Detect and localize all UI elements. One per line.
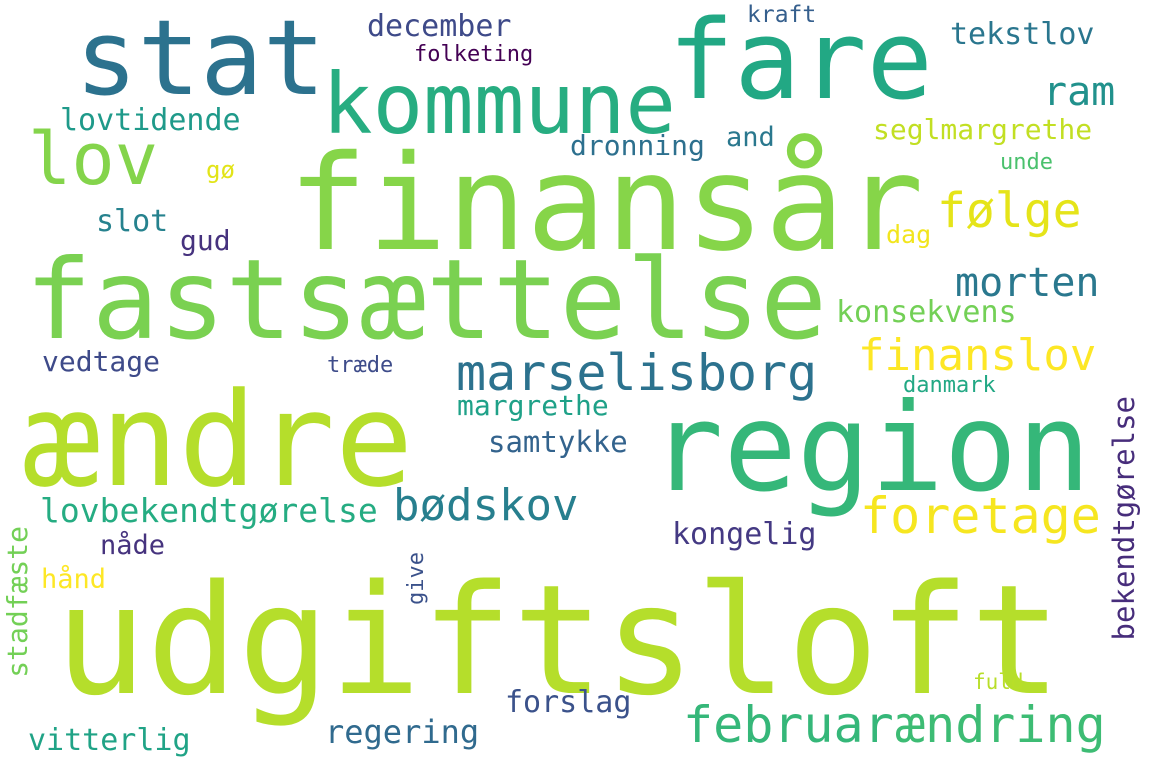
word-fare: fare: [668, 0, 933, 124]
word-margrethe: margrethe: [457, 389, 609, 422]
word-fuld: fuld: [973, 670, 1024, 694]
word-forslag: forslag: [505, 685, 632, 720]
word-aendre: ændre: [22, 364, 414, 516]
word-naade: nåde: [100, 530, 166, 561]
word-seglmargrethe: seglmargrethe: [873, 113, 1093, 146]
word-regering: regering: [325, 713, 480, 751]
word-ram: ram: [1043, 69, 1116, 115]
word-tekstlov: tekstlov: [950, 17, 1095, 52]
word-udgiftsloft: udgiftsloft: [55, 552, 1062, 729]
word-finanslov: finanslov: [858, 330, 1097, 381]
word-haand: hånd: [41, 564, 107, 595]
word-danmark: danmark: [903, 373, 996, 398]
word-foretage: foretage: [860, 487, 1101, 545]
word-kongelig: kongelig: [672, 517, 817, 552]
word-stadfaeste: stadfæste: [1, 526, 34, 678]
word-traede: træde: [327, 353, 394, 378]
word-dag: dag: [886, 220, 932, 249]
word-kommune: kommune: [322, 55, 677, 153]
word-gud: gud: [180, 224, 231, 257]
word-foelge: følge: [937, 183, 1082, 239]
word-bekendtgoerelse: bekendtgørelse: [1107, 396, 1141, 641]
word-samtykke: samtykke: [488, 425, 628, 459]
word-fastsaettelse: fastsættelse: [25, 236, 827, 365]
word-region: region: [650, 377, 1091, 519]
word-lovbekendtgoerelse: lovbekendtgørelse: [40, 491, 378, 530]
word-give: give: [404, 552, 429, 605]
word-marselisborg: marselisborg: [456, 344, 818, 402]
word-and: and: [726, 122, 775, 153]
word-stat: stat: [75, 0, 326, 119]
word-boedskov: bødskov: [393, 480, 579, 531]
word-dronning: dronning: [570, 129, 705, 162]
word-folketing: folketing: [414, 42, 534, 67]
word-slot: slot: [96, 204, 169, 239]
word-lov: lov: [28, 117, 159, 201]
word-februar: februar: [683, 696, 894, 754]
word-kraft: kraft: [747, 2, 817, 28]
word-morten: morten: [955, 260, 1100, 306]
word-unde: unde: [1000, 150, 1053, 175]
word-lovtidende: lovtidende: [60, 103, 241, 138]
word-goe: gø: [206, 156, 235, 184]
word-vedtage: vedtage: [42, 345, 161, 378]
word-aendring: ændring: [895, 696, 1106, 754]
word-konsekvens: konsekvens: [836, 295, 1017, 330]
word-finansaar: finansår: [288, 127, 924, 281]
word-december: december: [367, 9, 512, 44]
word-vitterlig: vitterlig: [28, 723, 191, 758]
